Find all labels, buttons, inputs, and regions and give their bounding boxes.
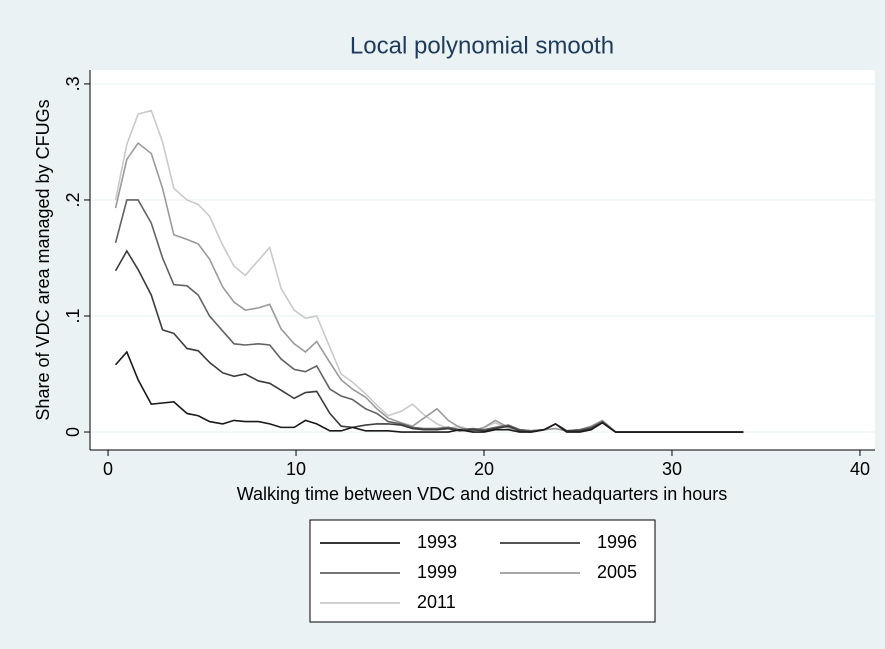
chart-title: Local polynomial smooth: [350, 32, 614, 59]
y-tick-label: 0: [63, 427, 83, 437]
x-axis-label: Walking time between VDC and district he…: [237, 484, 728, 504]
legend-label: 1993: [417, 532, 457, 552]
x-tick-label: 10: [286, 459, 306, 479]
legend-label: 1999: [417, 562, 457, 582]
legend-label: 2005: [597, 562, 637, 582]
y-tick-label: .3: [63, 76, 83, 91]
y-tick-label: .1: [63, 308, 83, 323]
plot-area: [90, 70, 875, 450]
x-tick-label: 0: [103, 459, 113, 479]
y-axis-label: Share of VDC area managed by CFUGs: [33, 99, 53, 420]
x-tick-label: 20: [474, 459, 494, 479]
x-tick-label: 40: [850, 459, 870, 479]
legend-label: 2011: [417, 592, 456, 612]
y-tick-label: .2: [63, 192, 83, 207]
legend: [309, 519, 656, 623]
x-tick-label: 30: [662, 459, 682, 479]
legend-label: 1996: [597, 532, 637, 552]
series-line: [114, 350, 744, 433]
